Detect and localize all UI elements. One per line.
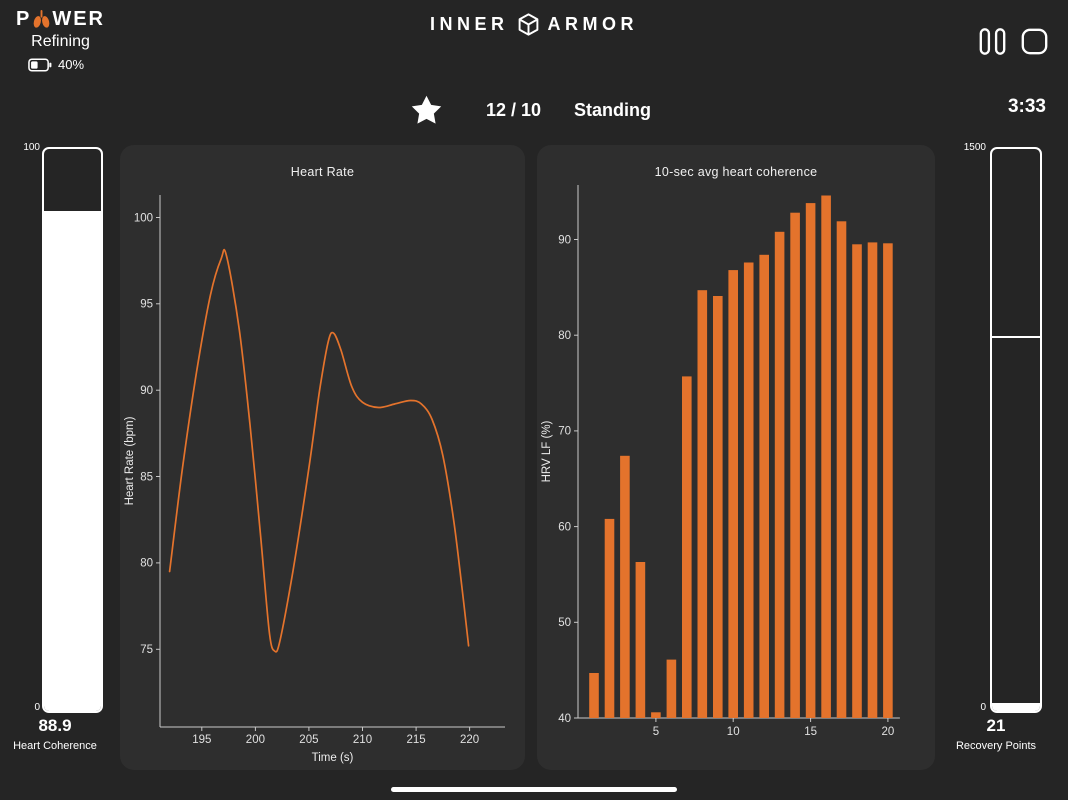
coherence-chart: 40 50 60 70 80 90 5 10 15 20 HRV LF (%)	[541, 185, 900, 738]
svg-text:20: 20	[882, 726, 895, 738]
svg-text:5: 5	[653, 726, 659, 738]
svg-text:85: 85	[140, 471, 153, 483]
heart-coherence-gauge	[42, 147, 103, 713]
svg-text:200: 200	[246, 734, 265, 746]
svg-text:195: 195	[192, 734, 211, 746]
svg-text:75: 75	[140, 644, 153, 656]
brand-left: INNER	[429, 14, 509, 34]
svg-text:210: 210	[353, 734, 372, 746]
rep-counter: 12 / 10	[486, 100, 542, 120]
svg-text:Heart Rate (bpm): Heart Rate (bpm)	[124, 416, 136, 505]
power-logo-prefix: P	[16, 8, 32, 30]
stop-button[interactable]	[1021, 28, 1048, 55]
recovery-gauge-marker	[992, 336, 1040, 339]
cube-icon	[518, 13, 538, 36]
heart-coherence-label: Heart Coherence	[13, 740, 97, 752]
recovery-gauge-min: 0	[980, 702, 986, 713]
battery-percent: 40%	[58, 57, 85, 72]
phase-label: Refining	[31, 33, 90, 50]
power-logo: P WER	[16, 8, 105, 31]
heart-coherence-value: 88.9	[38, 716, 72, 735]
svg-text:100: 100	[134, 212, 153, 224]
svg-text:90: 90	[558, 234, 571, 246]
recovery-gauge-fill	[992, 703, 1040, 711]
recovery-gauge-max: 1500	[963, 142, 986, 153]
star-icon[interactable]	[411, 95, 442, 125]
battery-indicator: 40%	[28, 57, 105, 72]
program-block: P WER Refining 40%	[16, 8, 105, 72]
heart-rate-chart-title: Heart Rate	[290, 165, 355, 179]
lungs-icon	[34, 10, 50, 28]
coherence-panel: 10-sec avg heart coherence 40 50 60 70 80 90 5…	[537, 145, 935, 770]
session-controls	[979, 28, 1048, 55]
coherence-chart-title: 10-sec avg heart coherence	[654, 165, 818, 179]
heart-rate-panel: Heart Rate 75 80 85 90 95 100 195 200 205 210 215 2…	[120, 145, 525, 770]
svg-text:80: 80	[558, 330, 571, 342]
svg-text:10: 10	[727, 726, 740, 738]
pause-button[interactable]	[979, 28, 1006, 55]
svg-text:95: 95	[140, 299, 153, 311]
session-timer: 3:33	[1007, 96, 1046, 117]
brand-right: ARMOR	[547, 14, 639, 34]
heart-coherence-gauge-max: 100	[23, 142, 40, 153]
svg-text:70: 70	[558, 426, 571, 438]
svg-text:40: 40	[558, 713, 571, 725]
brand-logo: INNER ARMOR	[430, 13, 638, 36]
heart-coherence-gauge-min: 0	[34, 702, 40, 713]
power-logo-suffix: WER	[52, 8, 106, 30]
svg-text:15: 15	[804, 726, 817, 738]
recovery-gauge	[990, 147, 1042, 713]
svg-text:80: 80	[140, 558, 153, 570]
svg-text:220: 220	[460, 734, 479, 746]
heart-coherence-gauge-fill	[44, 211, 101, 711]
svg-text:50: 50	[558, 617, 571, 629]
svg-text:90: 90	[140, 385, 153, 397]
position-label: Standing	[574, 100, 651, 120]
svg-text:HRV LF (%): HRV LF (%)	[541, 420, 553, 482]
home-indicator[interactable]	[391, 787, 677, 792]
svg-text:Time (s): Time (s)	[312, 752, 354, 764]
heart-rate-chart: 75 80 85 90 95 100 195 200 205 210 215 220 Heart Rat…	[124, 195, 505, 764]
svg-text:205: 205	[299, 734, 318, 746]
svg-text:60: 60	[558, 521, 571, 533]
svg-text:215: 215	[407, 734, 426, 746]
recovery-points-value: 21	[986, 716, 1006, 735]
recovery-points-label: Recovery Points	[955, 740, 1037, 752]
battery-icon	[28, 57, 52, 72]
